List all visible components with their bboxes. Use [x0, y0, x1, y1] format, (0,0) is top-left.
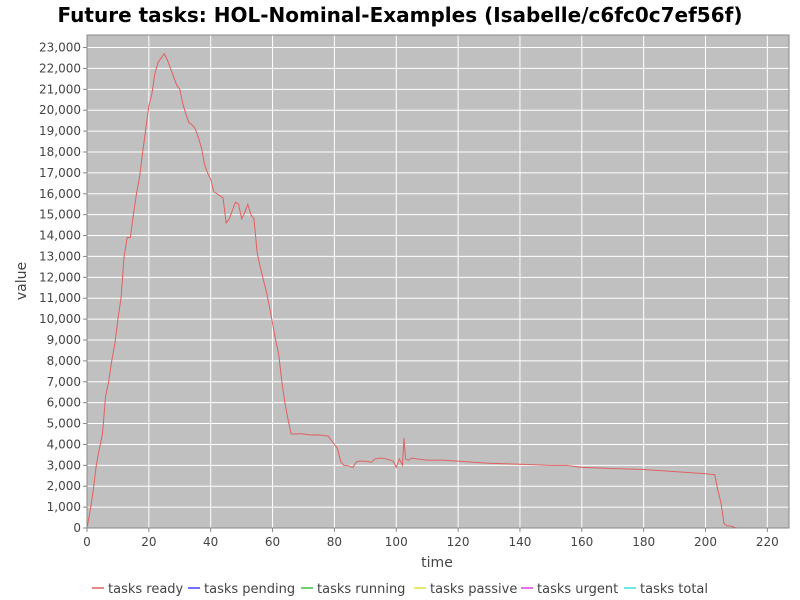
- y-tick-label: 5,000: [47, 417, 81, 431]
- y-tick-label: 20,000: [39, 103, 81, 117]
- legend-label-tasks-passive: tasks passive: [430, 582, 517, 597]
- y-tick-label: 1,000: [47, 500, 81, 514]
- y-tick-label: 7,000: [47, 375, 81, 389]
- y-tick-label: 2,000: [47, 479, 81, 493]
- x-tick-label: 80: [327, 535, 342, 549]
- y-tick-label: 11,000: [39, 291, 81, 305]
- x-tick-label: 200: [694, 535, 717, 549]
- y-tick-label: 18,000: [39, 145, 81, 159]
- x-tick-label: 120: [447, 535, 470, 549]
- y-tick-label: 0: [73, 521, 81, 535]
- axes: 0 1,000 2,000 3,000 4,000 5,000 6,000 7,000 8,00…: [39, 34, 790, 549]
- x-tick-label: 0: [83, 535, 91, 549]
- x-tick-label: 60: [265, 535, 280, 549]
- legend-label-tasks-pending: tasks pending: [204, 582, 295, 597]
- x-tick-label: 220: [756, 535, 779, 549]
- y-tick-label: 14,000: [39, 229, 81, 243]
- y-tick-label: 6,000: [47, 396, 81, 410]
- x-axis-label: time: [421, 555, 453, 571]
- legend-label-tasks-ready: tasks ready: [108, 582, 184, 597]
- y-tick-label: 15,000: [39, 208, 81, 222]
- x-tick-label: 100: [385, 535, 408, 549]
- y-tick-label: 16,000: [39, 187, 81, 201]
- y-tick-label: 19,000: [39, 124, 81, 138]
- series-line-tasks-ready: [86, 52, 759, 529]
- plot-area: [87, 35, 789, 528]
- legend-label-tasks-urgent: tasks urgent: [537, 582, 618, 597]
- legend-label-tasks-total: tasks total: [640, 582, 708, 597]
- y-tick-label: 10,000: [39, 312, 81, 326]
- plot-border: [86, 34, 790, 529]
- y-tick-label: 8,000: [47, 354, 81, 368]
- y-tick-label: 21,000: [39, 82, 81, 96]
- y-tick-label: 13,000: [39, 249, 81, 263]
- x-tick-label: 160: [570, 535, 593, 549]
- legend-label-tasks-running: tasks running: [317, 582, 405, 597]
- y-tick-label: 4,000: [47, 437, 81, 451]
- y-tick-label: 12,000: [39, 270, 81, 284]
- x-tick-label: 40: [203, 535, 218, 549]
- x-tick-label: 180: [632, 535, 655, 549]
- y-tick-label: 17,000: [39, 166, 81, 180]
- y-axis-label: value: [14, 262, 30, 300]
- y-tick-label: 23,000: [39, 41, 81, 55]
- x-tick-label: 140: [508, 535, 531, 549]
- y-tick-label: 3,000: [47, 458, 81, 472]
- y-tick-label: 22,000: [39, 61, 81, 75]
- chart-title: Future tasks: HOL-Nominal-Examples (Isab…: [58, 3, 743, 27]
- y-tick-label: 9,000: [47, 333, 81, 347]
- legend: tasks ready tasks pending tasks running tas…: [92, 582, 708, 597]
- x-tick-label: 20: [141, 535, 156, 549]
